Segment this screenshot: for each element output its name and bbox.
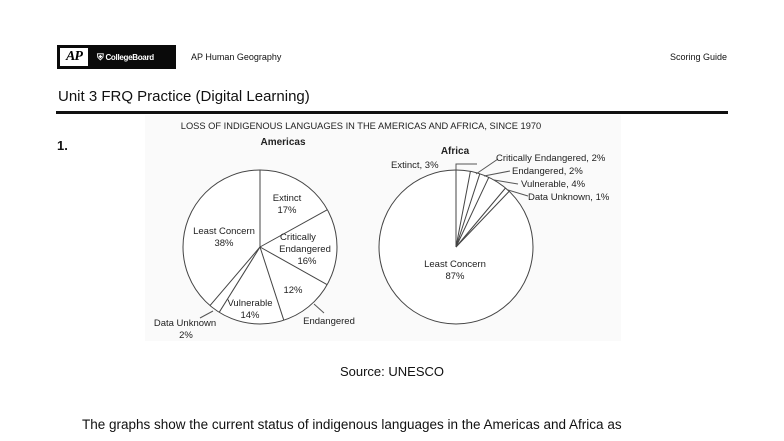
americas-extinct-label: Extinct bbox=[273, 193, 302, 204]
africa-unknown-label: Data Unknown, 1% bbox=[528, 192, 610, 203]
americas-critical-label: Critically bbox=[280, 232, 316, 243]
africa-endangered-label: Endangered, 2% bbox=[512, 166, 583, 177]
americas-critical-label-2: Endangered bbox=[279, 244, 331, 255]
chart-title: LOSS OF INDIGENOUS LANGUAGES IN THE AMER… bbox=[181, 121, 541, 131]
americas-extinct-pct: 17% bbox=[277, 205, 297, 216]
americas-unknown-pct: 2% bbox=[179, 330, 193, 341]
course-name: AP Human Geography bbox=[191, 52, 282, 62]
figure-source: Source: UNESCO bbox=[339, 364, 445, 379]
americas-vulnerable-label: Vulnerable bbox=[227, 298, 272, 309]
africa-pie bbox=[378, 158, 534, 325]
ap-logo: AP bbox=[60, 48, 88, 66]
collegeboard-wordmark: CollegeBoard bbox=[105, 52, 154, 62]
africa-least-label: Least Concern bbox=[424, 259, 486, 270]
americas-critical-pct: 16% bbox=[297, 256, 317, 267]
americas-title: Americas bbox=[260, 137, 305, 148]
americas-endangered-label: Endangered bbox=[303, 316, 355, 327]
question-number: 1. bbox=[57, 138, 68, 153]
collegeboard-logo: ⛨ CollegeBoard bbox=[97, 52, 154, 63]
africa-critical-label: Critically Endangered, 2% bbox=[496, 153, 606, 164]
americas-unknown-label: Data Unknown bbox=[154, 318, 216, 329]
page-title: Unit 3 FRQ Practice (Digital Learning) bbox=[58, 88, 310, 105]
shield-icon: ⛨ bbox=[97, 51, 104, 62]
document-type: Scoring Guide bbox=[669, 52, 727, 62]
americas-least-label: Least Concern bbox=[193, 226, 255, 237]
americas-endangered-pct: 12% bbox=[283, 285, 303, 296]
africa-vulnerable-label: Vulnerable, 4% bbox=[521, 179, 586, 190]
africa-title: Africa bbox=[441, 146, 470, 157]
title-divider bbox=[56, 111, 728, 114]
question-body-text: The graphs show the current status of in… bbox=[82, 417, 622, 432]
americas-vulnerable-pct: 14% bbox=[240, 310, 260, 321]
ap-collegeboard-logo: AP ⛨ CollegeBoard bbox=[57, 45, 176, 69]
americas-pie bbox=[182, 169, 338, 325]
africa-least-pct: 87% bbox=[445, 271, 465, 282]
africa-extinct-label: Extinct, 3% bbox=[391, 160, 439, 171]
americas-least-pct: 38% bbox=[214, 238, 234, 249]
